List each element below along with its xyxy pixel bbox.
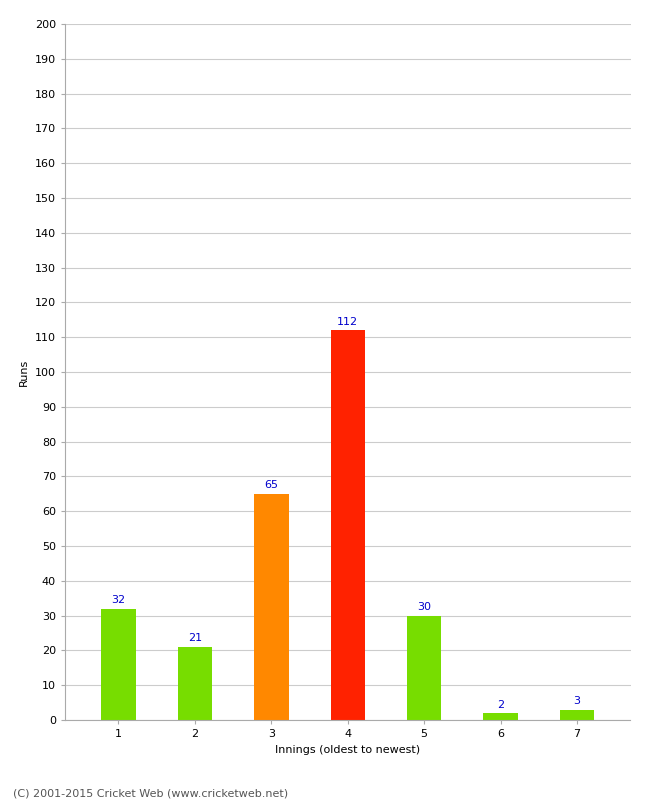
Bar — [407, 616, 441, 720]
Text: 30: 30 — [417, 602, 431, 612]
X-axis label: Innings (oldest to newest): Innings (oldest to newest) — [275, 745, 421, 754]
Bar — [484, 713, 518, 720]
Bar — [177, 647, 212, 720]
Text: 3: 3 — [573, 696, 580, 706]
Text: 32: 32 — [111, 595, 125, 605]
Y-axis label: Runs: Runs — [20, 358, 29, 386]
Bar — [560, 710, 594, 720]
Text: 21: 21 — [188, 634, 202, 643]
Text: 65: 65 — [265, 480, 278, 490]
Bar — [254, 494, 289, 720]
Text: 112: 112 — [337, 317, 358, 326]
Text: 2: 2 — [497, 699, 504, 710]
Bar — [101, 609, 136, 720]
Text: (C) 2001-2015 Cricket Web (www.cricketweb.net): (C) 2001-2015 Cricket Web (www.cricketwe… — [13, 788, 288, 798]
Bar — [331, 330, 365, 720]
